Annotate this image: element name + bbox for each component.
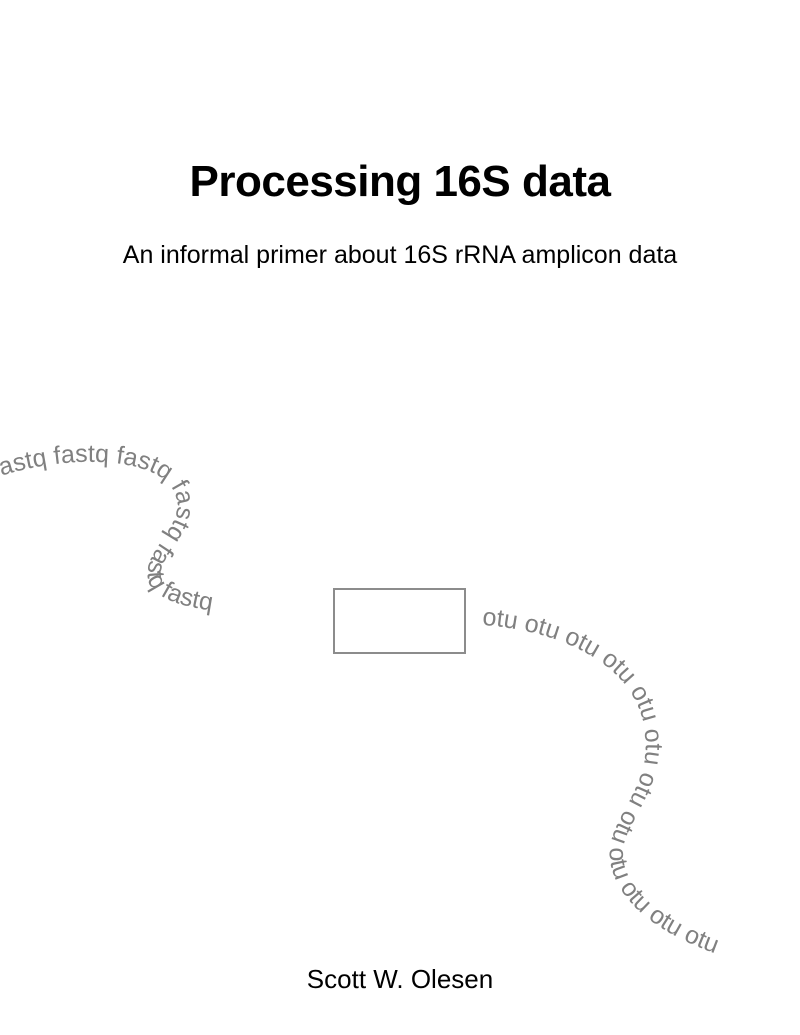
cover-title: Processing 16S data xyxy=(189,157,611,206)
processing-box xyxy=(333,588,466,654)
otu-words: otu otu otu otu otu otu otu otu otu otu … xyxy=(481,603,722,959)
otu-curve-text: otu otu otu otu otu otu otu otu otu otu … xyxy=(481,603,722,959)
fastq-curve-text: fastq fastq fastq fastq fastq fastq xyxy=(0,440,215,617)
cover-subtitle: An informal primer about 16S rRNA amplic… xyxy=(122,241,678,269)
cover-author: Scott W. Olesen xyxy=(306,964,494,994)
fastq-words: fastq fastq fastq fastq fastq fastq xyxy=(0,440,215,617)
